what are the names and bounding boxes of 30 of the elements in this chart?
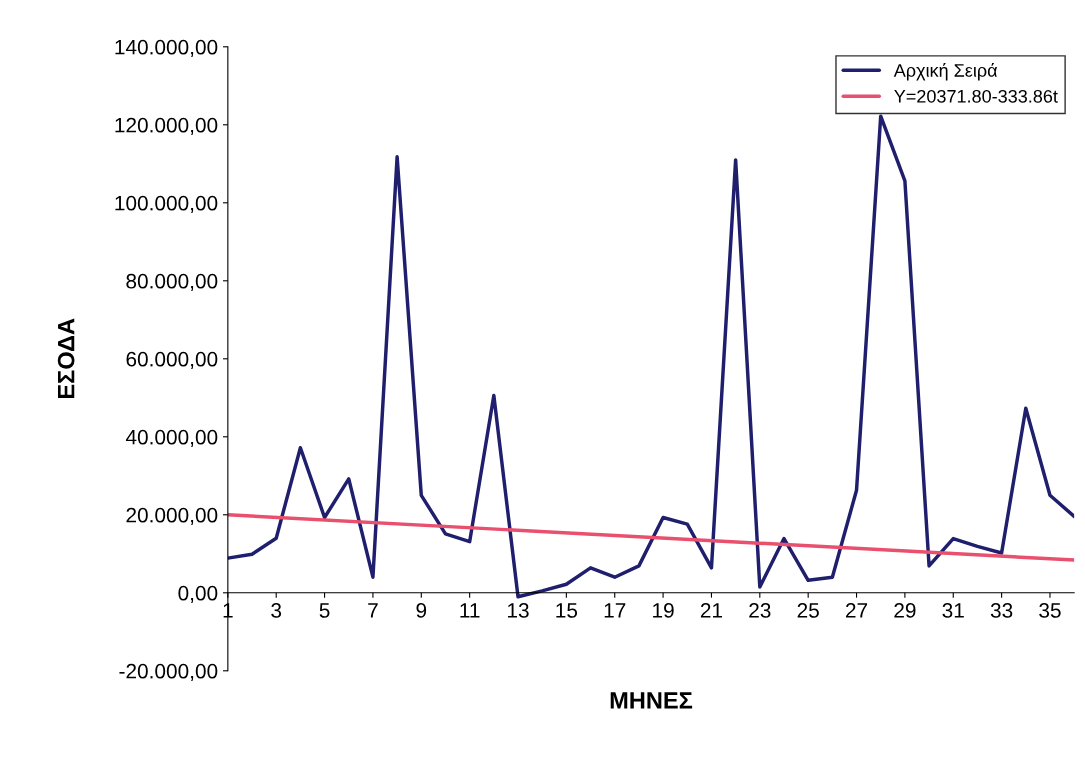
x-tick-label: 5 (319, 603, 330, 618)
y-tick-label: 140.000,00 (115, 39, 218, 58)
y-tick-label: 0,00 (178, 585, 218, 604)
x-tick-label: 11 (460, 603, 480, 618)
x-tick-label: 25 (797, 603, 819, 618)
x-tick-label: 35 (1039, 603, 1061, 618)
x-axis-title: ΜΗΝΕΣ (610, 692, 693, 709)
y-tick-label: 80.000,00 (126, 273, 218, 292)
x-tick-label: 29 (894, 603, 916, 618)
y-tick-label: -20.000,00 (119, 663, 218, 682)
y-tick-label: 40.000,00 (125, 429, 218, 448)
x-tick-label: 7 (368, 603, 378, 618)
x-tick-label: 33 (990, 603, 1013, 618)
x-tick-label: 3 (271, 603, 282, 618)
x-tick-label: 9 (416, 603, 427, 618)
y-tick-label: 20.000,00 (126, 507, 218, 526)
x-tick-label: 27 (845, 603, 868, 618)
x-tick-label: 21 (700, 603, 723, 618)
x-tick-label: 17 (604, 603, 626, 618)
y-tick-label: 120.000,00 (115, 117, 218, 136)
x-tick-label: 23 (749, 603, 771, 618)
x-tick-label: 31 (942, 603, 964, 618)
legend-label: Αρχική Σειρά (893, 63, 998, 81)
x-tick-label: 13 (508, 603, 529, 618)
y-tick-label: 60.000,00 (126, 351, 218, 370)
y-axis-title: ΕΣΟΔΑ (57, 318, 75, 399)
x-tick-label: 15 (556, 603, 578, 618)
x-tick-label: 19 (653, 603, 674, 618)
legend-label: Y=20371.80-333.86t (894, 89, 1058, 103)
y-tick-label: 100.000,00 (115, 195, 218, 214)
